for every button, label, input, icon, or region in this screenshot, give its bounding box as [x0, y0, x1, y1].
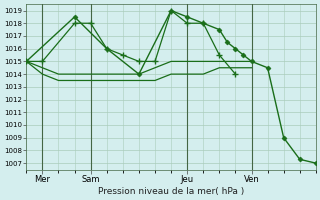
- X-axis label: Pression niveau de la mer( hPa ): Pression niveau de la mer( hPa ): [98, 187, 244, 196]
